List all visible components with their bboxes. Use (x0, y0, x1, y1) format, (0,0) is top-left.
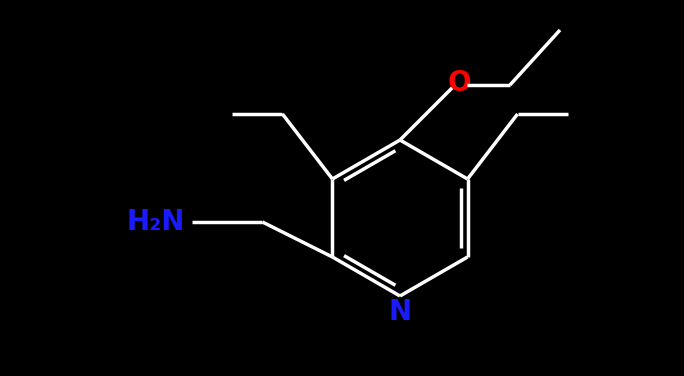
Text: H₂N: H₂N (126, 208, 185, 236)
Text: N: N (389, 298, 412, 326)
Text: O: O (447, 69, 471, 97)
